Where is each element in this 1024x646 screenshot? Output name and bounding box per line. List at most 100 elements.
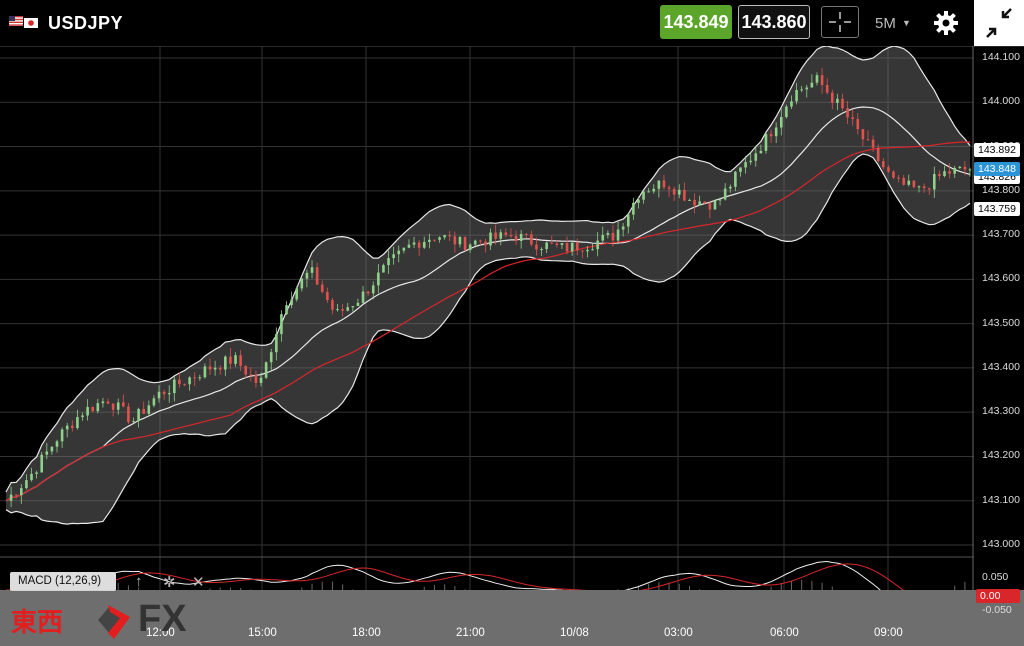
candle-body (402, 247, 406, 251)
candle-body (815, 75, 819, 83)
candle-body (739, 167, 742, 172)
y-tick-label: 144.000 (982, 95, 1020, 108)
candle-body (744, 162, 747, 168)
candle-body (458, 236, 462, 245)
candle-body (718, 199, 722, 201)
y-tick-label: 143.500 (982, 316, 1020, 329)
candle-body (953, 168, 956, 174)
move-up-icon[interactable]: ↑ (135, 573, 143, 590)
candle-body (591, 249, 594, 251)
candle-body (280, 314, 283, 335)
candle-body (249, 374, 253, 376)
candle-body (9, 494, 13, 501)
candle-body (856, 119, 860, 130)
candle-body (540, 249, 543, 251)
y-tick-label: 143.100 (982, 493, 1020, 506)
chevron-down-icon: ▼ (902, 18, 911, 28)
candle-body (428, 239, 431, 242)
candle-body (570, 242, 574, 252)
candle-body (50, 446, 54, 452)
candle-body (647, 191, 650, 193)
macd-value-tag: 0.00 (976, 589, 1020, 603)
x-tick-label: 03:00 (664, 627, 693, 639)
candle-body (489, 232, 492, 246)
candle-body (193, 377, 197, 379)
candle-body (683, 189, 686, 201)
buy-price-button[interactable]: 143.860 (738, 5, 810, 39)
footer-overlay (0, 590, 1024, 646)
candle-body (734, 171, 737, 187)
candle-body (836, 98, 839, 103)
candle-body (917, 186, 921, 188)
candle-body (178, 379, 181, 385)
sell-price-button[interactable]: 143.849 (660, 5, 732, 39)
candle-body (943, 171, 946, 177)
x-tick-label: 12:00 (146, 627, 175, 639)
candle-body (596, 240, 599, 250)
candle-body (662, 180, 666, 188)
candle-body (479, 240, 482, 242)
candle-body (300, 278, 304, 289)
timeframe-selector[interactable]: 5M (875, 15, 896, 32)
candle-body (769, 133, 773, 137)
candle-body (198, 377, 202, 379)
candle-body (938, 174, 941, 177)
candle-body (841, 98, 844, 109)
y-tick-label: 143.000 (982, 538, 1020, 550)
crosshair-button[interactable] (821, 6, 859, 38)
remove-indicator-icon[interactable]: ✕ (192, 574, 205, 591)
candle-body (453, 236, 457, 245)
candle-body (81, 415, 84, 418)
candle-body (183, 384, 186, 386)
candle-body (887, 167, 890, 172)
usd-jpy-flags-icon (9, 16, 38, 28)
candle-body (524, 233, 528, 235)
candle-body (371, 285, 375, 294)
candle-body (494, 232, 497, 239)
candle-body (86, 407, 89, 416)
candle-body (366, 291, 370, 294)
instrument-symbol[interactable]: USDJPY (48, 13, 124, 33)
candle-body (881, 161, 885, 168)
candle-body (60, 429, 64, 442)
candle-body (545, 242, 548, 250)
candle-body (535, 244, 538, 250)
candle-body (723, 188, 727, 200)
candle-body (632, 202, 635, 215)
candle-body (963, 166, 967, 170)
gear-icon[interactable] (933, 10, 959, 36)
candle-body (785, 106, 788, 118)
candle-body (448, 235, 452, 237)
candle-body (40, 454, 44, 473)
candle-body (764, 133, 768, 151)
candle-body (611, 232, 615, 241)
candle-body (774, 127, 778, 137)
candle-body (871, 139, 875, 148)
candle-body (30, 473, 33, 481)
candle-body (876, 147, 880, 162)
candle-body (509, 235, 513, 237)
exit-fullscreen-button[interactable] (974, 0, 1024, 46)
brand-logo-fx: FX (138, 598, 187, 640)
candle-body (244, 366, 248, 375)
x-tick-label: 15:00 (248, 627, 277, 639)
price-chart[interactable] (0, 46, 974, 590)
candle-body (866, 139, 870, 141)
y-tick-label: 143.200 (982, 449, 1020, 462)
candle-body (958, 166, 962, 169)
candle-body (820, 75, 824, 86)
candle-body (127, 406, 130, 423)
candle-body (320, 284, 324, 292)
candle-body (234, 355, 237, 364)
macd-indicator-label[interactable]: MACD (12,26,9) (10, 572, 116, 591)
candle-body (830, 92, 834, 103)
indicator-settings-icon[interactable]: ✲ (163, 574, 176, 591)
candle-body (417, 242, 421, 248)
candle-body (147, 405, 151, 414)
candle-body (218, 367, 222, 370)
candle-body (698, 201, 701, 206)
candle-body (790, 101, 793, 107)
candle-body (392, 254, 395, 259)
upper-band-tag: 143.892 (974, 143, 1020, 157)
candle-body (759, 150, 763, 154)
